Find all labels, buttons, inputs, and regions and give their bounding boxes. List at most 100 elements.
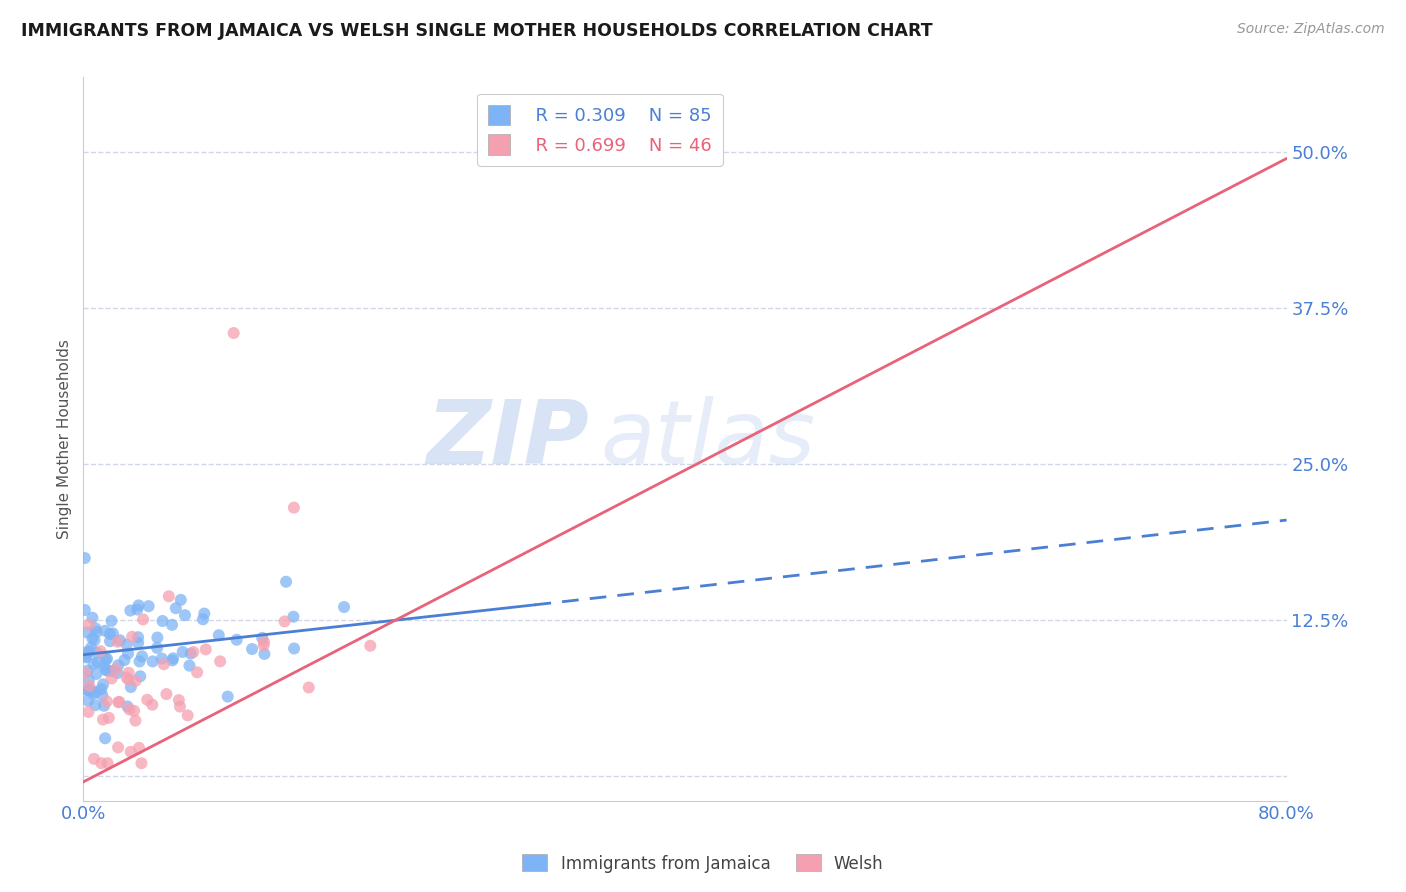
Point: [75, 649, 97, 664]
Point: [77, 679, 100, 693]
Point: [193, 607, 215, 621]
Point: [141, 698, 163, 712]
Point: [160, 617, 183, 632]
Point: [96, 664, 118, 678]
Point: [165, 601, 187, 615]
Point: [128, 740, 150, 755]
Point: [83, 752, 105, 766]
Point: [86, 624, 108, 639]
Point: [120, 745, 142, 759]
Point: [153, 657, 176, 672]
Point: [86, 656, 108, 670]
Point: [127, 636, 149, 650]
Point: [105, 666, 128, 681]
Point: [76, 683, 98, 698]
Point: [124, 673, 146, 688]
Point: [77, 673, 100, 688]
Point: [91, 713, 114, 727]
Point: [96, 652, 118, 666]
Point: [174, 608, 197, 623]
Point: [117, 673, 139, 687]
Point: [146, 640, 169, 655]
Point: [94, 663, 117, 677]
Point: [115, 638, 138, 652]
Y-axis label: Single Mother Households: Single Mother Households: [58, 339, 72, 539]
Point: [666, 133, 689, 147]
Point: [128, 655, 150, 669]
Point: [274, 574, 297, 589]
Point: [179, 658, 201, 673]
Point: [359, 639, 381, 653]
Point: [107, 695, 129, 709]
Point: [86, 646, 108, 660]
Point: [84, 685, 107, 699]
Point: [75, 650, 97, 665]
Point: [146, 631, 169, 645]
Point: [73, 551, 96, 566]
Point: [283, 609, 305, 624]
Point: [117, 699, 139, 714]
Point: [107, 658, 129, 673]
Point: [298, 681, 321, 695]
Point: [142, 655, 165, 669]
Point: [155, 687, 177, 701]
Point: [152, 614, 174, 628]
Point: [128, 599, 150, 613]
Point: [96, 694, 118, 708]
Point: [77, 693, 100, 707]
Point: [169, 699, 191, 714]
Text: atlas: atlas: [600, 396, 815, 482]
Point: [250, 631, 273, 645]
Point: [98, 634, 121, 648]
Point: [132, 612, 155, 626]
Point: [253, 638, 276, 652]
Point: [100, 614, 122, 628]
Point: [84, 622, 107, 636]
Point: [180, 647, 202, 661]
Point: [162, 653, 184, 667]
Point: [222, 326, 245, 340]
Point: [108, 695, 131, 709]
Point: [273, 615, 295, 629]
Point: [97, 756, 120, 771]
Point: [115, 671, 138, 685]
Point: [101, 626, 124, 640]
Point: [77, 682, 100, 697]
Point: [100, 664, 122, 678]
Point: [84, 698, 107, 713]
Point: [136, 693, 159, 707]
Point: [76, 664, 98, 678]
Point: [82, 632, 104, 646]
Point: [208, 628, 231, 642]
Point: [217, 690, 239, 704]
Point: [167, 693, 190, 707]
Point: [129, 669, 152, 683]
Point: [76, 625, 98, 640]
Point: [191, 612, 214, 626]
Legend:   R = 0.309    N = 85,   R = 0.699    N = 46: R = 0.309 N = 85, R = 0.699 N = 46: [478, 94, 723, 166]
Point: [120, 680, 142, 694]
Point: [183, 645, 205, 659]
Point: [117, 647, 139, 661]
Point: [127, 602, 149, 616]
Point: [82, 687, 104, 701]
Point: [253, 647, 276, 661]
Point: [112, 653, 135, 667]
Point: [240, 642, 263, 657]
Point: [138, 599, 160, 614]
Point: [79, 644, 101, 658]
Point: [122, 704, 145, 718]
Point: [105, 662, 128, 676]
Point: [90, 682, 112, 697]
Point: [186, 665, 208, 680]
Point: [157, 589, 180, 603]
Point: [73, 603, 96, 617]
Point: [93, 698, 115, 713]
Point: [86, 666, 108, 681]
Point: [94, 624, 117, 638]
Point: [209, 654, 232, 668]
Point: [194, 642, 217, 657]
Point: [91, 689, 114, 703]
Point: [82, 611, 104, 625]
Point: [124, 714, 146, 728]
